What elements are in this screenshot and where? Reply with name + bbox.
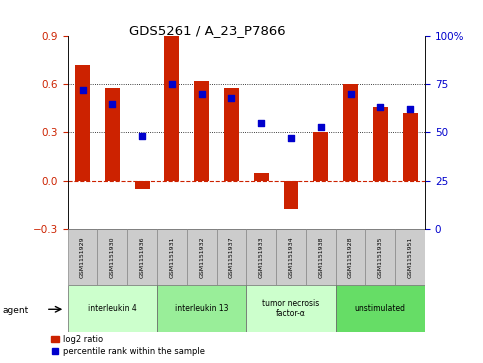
- Point: [138, 134, 146, 139]
- Point: [168, 82, 176, 87]
- Text: GSM1151934: GSM1151934: [288, 236, 294, 278]
- Text: GSM1151932: GSM1151932: [199, 236, 204, 278]
- Bar: [246, 229, 276, 285]
- Text: GSM1151937: GSM1151937: [229, 236, 234, 278]
- Bar: [216, 229, 246, 285]
- Text: interleukin 4: interleukin 4: [88, 304, 137, 313]
- Point: [406, 106, 414, 112]
- Point: [109, 101, 116, 107]
- Bar: [68, 285, 157, 332]
- Text: interleukin 13: interleukin 13: [175, 304, 228, 313]
- Bar: [284, 180, 298, 209]
- Bar: [254, 172, 269, 180]
- Bar: [403, 113, 418, 180]
- Text: GSM1151951: GSM1151951: [408, 236, 412, 277]
- Text: GSM1151930: GSM1151930: [110, 236, 115, 278]
- Bar: [164, 36, 179, 180]
- Bar: [276, 229, 306, 285]
- Bar: [395, 229, 425, 285]
- Text: agent: agent: [2, 306, 28, 315]
- Text: GSM1151928: GSM1151928: [348, 236, 353, 278]
- Text: GSM1151929: GSM1151929: [80, 236, 85, 278]
- Bar: [373, 107, 388, 180]
- Bar: [336, 229, 366, 285]
- Bar: [313, 132, 328, 180]
- Point: [347, 91, 355, 97]
- Bar: [336, 285, 425, 332]
- Point: [79, 87, 86, 93]
- Text: GSM1151935: GSM1151935: [378, 236, 383, 278]
- Bar: [135, 180, 150, 189]
- Text: GSM1151933: GSM1151933: [259, 236, 264, 278]
- Text: GDS5261 / A_23_P7866: GDS5261 / A_23_P7866: [129, 24, 286, 37]
- Text: unstimulated: unstimulated: [355, 304, 406, 313]
- Point: [287, 135, 295, 141]
- Text: tumor necrosis
factor-α: tumor necrosis factor-α: [262, 299, 320, 318]
- Bar: [127, 229, 157, 285]
- Bar: [366, 229, 395, 285]
- Bar: [105, 87, 120, 180]
- Bar: [68, 229, 98, 285]
- Bar: [246, 285, 336, 332]
- Bar: [306, 229, 336, 285]
- Bar: [343, 85, 358, 180]
- Text: GSM1151938: GSM1151938: [318, 236, 323, 278]
- Bar: [75, 65, 90, 180]
- Text: GSM1151936: GSM1151936: [140, 236, 144, 278]
- Bar: [194, 81, 209, 180]
- Point: [317, 124, 325, 130]
- Legend: log2 ratio, percentile rank within the sample: log2 ratio, percentile rank within the s…: [48, 332, 209, 359]
- Bar: [157, 229, 187, 285]
- Bar: [157, 285, 246, 332]
- Point: [377, 105, 384, 110]
- Point: [198, 91, 206, 97]
- Point: [257, 120, 265, 126]
- Bar: [98, 229, 127, 285]
- Point: [227, 95, 235, 101]
- Bar: [187, 229, 216, 285]
- Bar: [224, 87, 239, 180]
- Text: GSM1151931: GSM1151931: [170, 236, 174, 278]
